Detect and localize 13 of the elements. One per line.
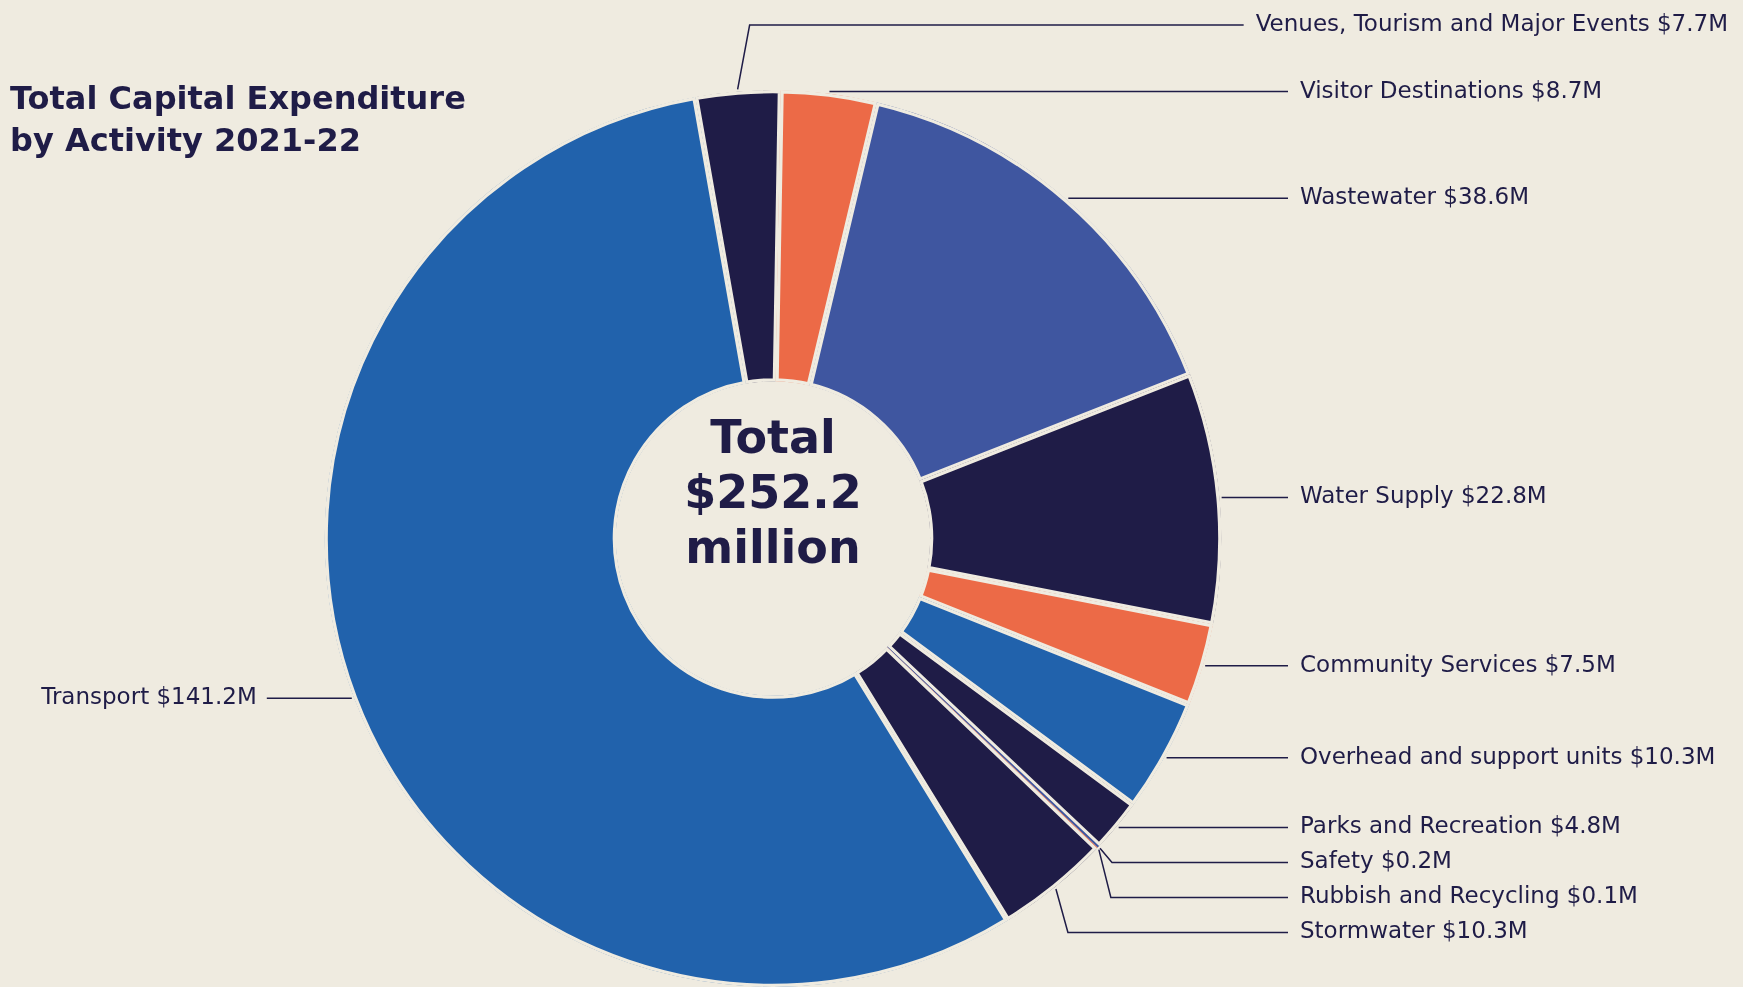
slice-label: Overhead and support units $10.3M: [1300, 742, 1716, 769]
slice-label: Water Supply $22.8M: [1300, 482, 1547, 509]
text: Total $252.2 million: [683, 410, 863, 576]
slice-label: Wastewater $38.6M: [1300, 183, 1530, 210]
text: Total Capital Expenditure by Activity 2021-22: [10, 78, 467, 161]
slice-label: Community Services $7.5M: [1300, 650, 1616, 677]
slice-label: Parks and Recreation $4.8M: [1300, 812, 1621, 839]
slice-label: Visitor Destinations $8.7M: [1300, 76, 1603, 103]
slice-label: Venues, Tourism and Major Events $7.7M: [1255, 9, 1729, 36]
slice-label: Rubbish and Recycling $0.1M: [1300, 882, 1638, 909]
slice-label: Safety $0.2M: [1300, 847, 1452, 874]
slice-label: Transport $141.2M: [40, 683, 257, 710]
slice-label: Stormwater $10.3M: [1300, 917, 1528, 944]
